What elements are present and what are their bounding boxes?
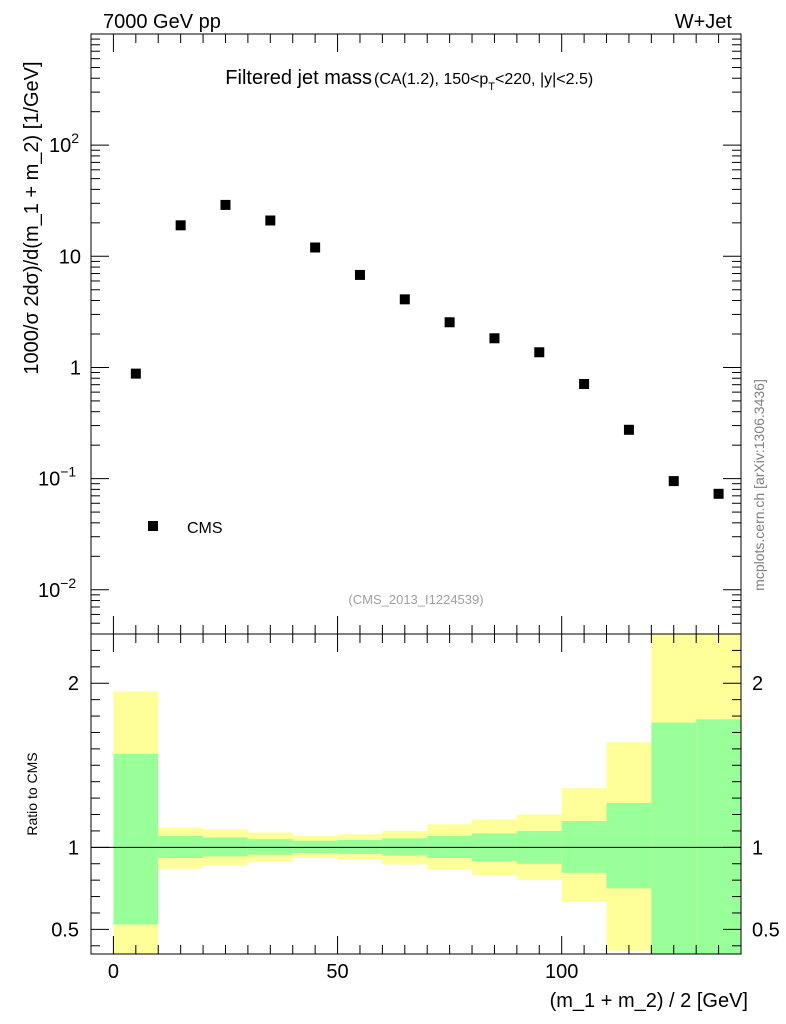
data-point: [623, 424, 634, 435]
stat-band-bin-11: [606, 803, 652, 889]
legend-label-cms: CMS: [187, 520, 223, 537]
energy-label: 7000 GeV pp: [103, 11, 221, 33]
analysis-label: (CMS_2013_I1224539): [348, 592, 483, 607]
ratio-tick-labels: 0.5 0.5 1 1 2 2 0 50 100: [51, 673, 780, 983]
data-point: [310, 242, 321, 253]
subtitle-prefix: (CA(1.2), 150<p: [374, 71, 488, 88]
subtitle-subscript: T: [488, 81, 495, 93]
x-tick-label: 50: [326, 961, 348, 983]
process-label: W+Jet: [675, 11, 733, 33]
main-y-tick-label: 1: [70, 357, 81, 379]
ratio-axis-ticks: [91, 634, 742, 954]
data-point: [265, 215, 276, 226]
chart-title: Filtered jet mass: [225, 67, 372, 89]
main-y-axis-label: 1000/σ 2dσ)/d(m_1 + m_2) [1/GeV]: [21, 61, 43, 374]
ratio-y-tick-label: 1: [68, 837, 79, 859]
ratio-y-axis-label: Ratio to CMS: [24, 752, 40, 835]
main-y-tick-labels: 102 10 1 10−1 10−2: [38, 130, 81, 602]
data-point: [354, 269, 365, 280]
data-point: [668, 476, 679, 487]
ratio-y-tick-label: 2: [68, 673, 79, 695]
main-y-tick-label: 10−2: [38, 575, 76, 602]
x-tick-label: 100: [545, 961, 578, 983]
side-source-label: mcplots.cern.ch [arXiv:1306.3436]: [751, 379, 767, 591]
main-axis-ticks: [91, 33, 742, 635]
main-y-tick-label: 102: [49, 130, 79, 157]
data-point: [713, 488, 724, 499]
main-y-tick-label: 10: [59, 246, 81, 268]
data-point: [534, 347, 545, 358]
stat-band-bin-0: [113, 753, 159, 925]
x-axis-label: (m_1 + m_2) / 2 [GeV]: [550, 990, 748, 1012]
data-point: [175, 220, 186, 231]
ratio-y-tick-label: 0.5: [51, 919, 79, 941]
subtitle-suffix: <220, |y|<2.5): [495, 71, 593, 88]
ratio-y-tick-label-right: 0.5: [752, 919, 780, 941]
ratio-bands: [113, 634, 741, 954]
data-point: [220, 199, 231, 210]
cms-data-points: [130, 199, 724, 499]
data-point: [489, 333, 500, 344]
data-point: [399, 294, 410, 305]
ratio-y-tick-label-right: 2: [752, 673, 763, 695]
main-y-tick-label: 10−1: [38, 464, 76, 491]
x-tick-label: 0: [108, 961, 119, 983]
data-point: [444, 317, 455, 328]
data-point: [130, 368, 141, 379]
legend-marker: [148, 521, 158, 531]
data-point: [579, 378, 590, 389]
stat-band-bin-12: [651, 722, 697, 954]
chart-subtitle: (CA(1.2), 150<pT<220, |y|<2.5): [374, 71, 593, 93]
ratio-plot-frame: [90, 633, 742, 955]
main-plot-frame: [90, 33, 742, 635]
ratio-y-tick-label-right: 1: [752, 837, 763, 859]
stat-band-bin-13: [696, 719, 741, 954]
